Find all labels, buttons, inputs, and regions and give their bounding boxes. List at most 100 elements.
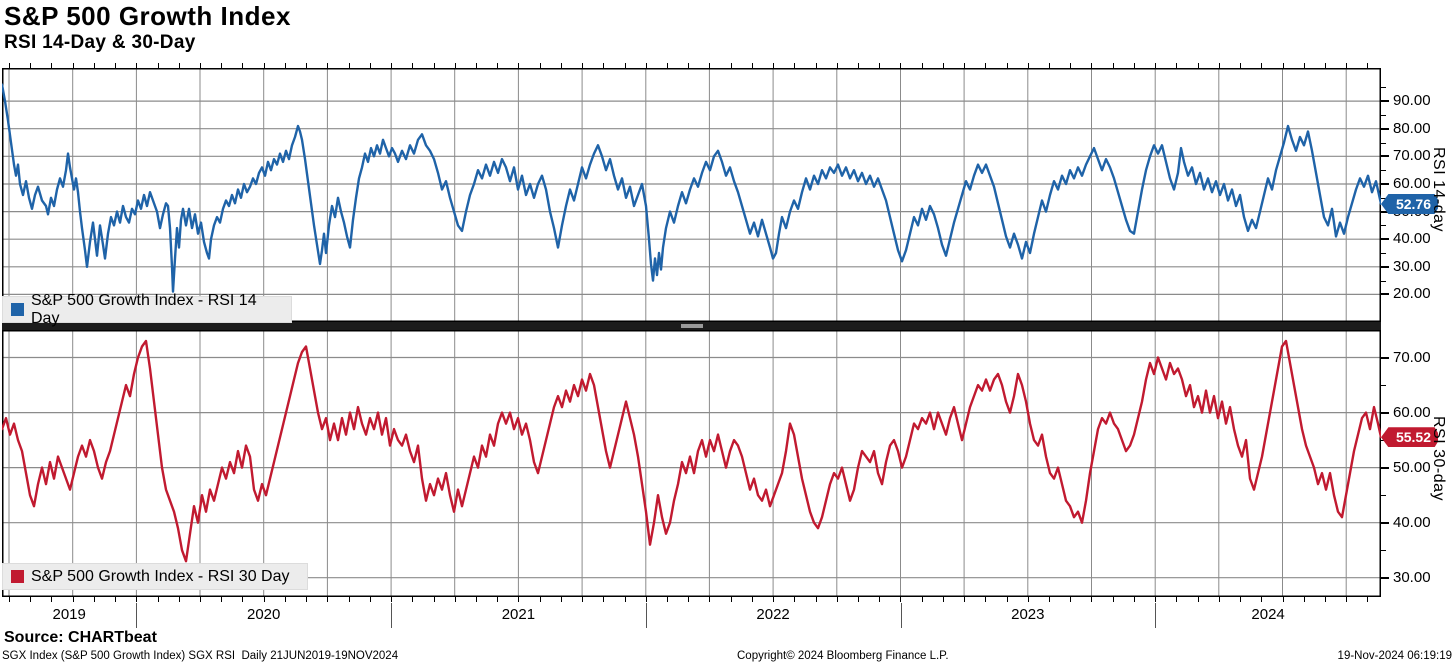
month-tick	[645, 597, 647, 602]
month-tick	[900, 63, 902, 68]
month-tick	[200, 597, 202, 602]
month-tick	[157, 597, 159, 602]
month-tick	[391, 597, 393, 602]
y-axis-title-rsi14: RSI 14-day	[1430, 147, 1447, 233]
y-axis-major-tick	[1381, 210, 1389, 213]
month-tick	[836, 63, 838, 68]
month-tick	[858, 597, 859, 602]
copyright-notice: Copyright© 2024 Bloomberg Finance L.P.	[737, 650, 949, 662]
month-tick	[560, 597, 562, 602]
month-tick	[93, 597, 95, 602]
month-tick	[30, 597, 32, 602]
month-tick	[624, 597, 626, 602]
month-tick	[51, 597, 53, 602]
month-tick	[666, 597, 668, 602]
month-tick	[412, 597, 414, 602]
month-tick	[518, 597, 520, 602]
legend-label: S&P 500 Growth Index - RSI 30 Day	[31, 567, 290, 585]
month-tick	[348, 63, 350, 68]
year-label: 2021	[501, 606, 536, 623]
year-label: 2022	[756, 606, 790, 623]
month-tick	[539, 63, 541, 68]
y-axis-minor-tick	[1381, 495, 1386, 497]
year-separator	[645, 603, 647, 628]
month-tick	[942, 63, 944, 68]
month-tick	[1133, 63, 1135, 68]
month-tick	[1346, 63, 1348, 68]
month-tick	[688, 63, 690, 68]
y-axis-minor-tick	[1381, 170, 1386, 172]
month-tick	[1346, 597, 1348, 602]
month-tick	[730, 597, 732, 602]
month-tick	[9, 63, 10, 68]
month-tick	[1176, 63, 1178, 68]
month-tick	[284, 597, 286, 602]
month-tick	[284, 63, 286, 68]
year-separator	[136, 603, 138, 628]
month-tick	[1367, 597, 1369, 602]
month-tick	[1027, 63, 1029, 68]
source-label: Source: CHARTbeat	[4, 629, 157, 646]
month-tick	[369, 597, 371, 602]
month-tick	[93, 63, 95, 68]
legend-rsi-30-day[interactable]: S&P 500 Growth Index - RSI 30 Day	[2, 563, 308, 590]
month-tick	[1240, 63, 1242, 68]
y-axis-major-tick	[1381, 182, 1389, 185]
month-tick	[539, 597, 541, 602]
month-tick	[136, 597, 138, 602]
y-axis-title-rsi30: RSI 30-day	[1430, 415, 1447, 501]
y-axis-tick-label: 20.00	[1393, 285, 1431, 303]
y-axis-tick-label: 60.00	[1393, 174, 1431, 192]
month-tick	[178, 597, 180, 602]
y-axis-minor-tick	[1381, 114, 1386, 116]
month-tick	[1282, 63, 1284, 68]
month-tick	[497, 597, 499, 602]
month-tick	[751, 597, 753, 602]
month-tick	[9, 597, 10, 602]
month-tick	[72, 63, 74, 68]
month-tick	[1324, 597, 1326, 602]
month-tick	[815, 63, 817, 68]
month-tick	[221, 597, 223, 602]
month-tick	[730, 63, 732, 68]
month-tick	[1091, 63, 1093, 68]
x-axis-year-band: 2019 2020 2021 2022 2023 2024	[2, 603, 1381, 628]
y-axis-tick-label: 70.00	[1393, 348, 1431, 366]
y-axis-tick-label: 70.00	[1393, 147, 1431, 165]
month-tick	[1176, 597, 1178, 602]
month-tick	[1112, 63, 1114, 68]
RSI 14-day-plot	[2, 68, 1381, 322]
month-tick	[497, 63, 499, 68]
panel-divider	[2, 322, 1381, 330]
month-tick	[1112, 597, 1114, 602]
timestamp: 19-Nov-2024 06:19:19	[1337, 650, 1452, 662]
month-tick	[200, 63, 202, 68]
y-axis-major-tick	[1381, 466, 1389, 469]
RSI 30-day-line	[2, 339, 1381, 563]
y-axis-tick-label: 90.00	[1393, 92, 1431, 110]
y-axis-minor-tick	[1381, 87, 1386, 89]
month-tick	[1324, 63, 1326, 68]
month-tick	[1303, 597, 1305, 602]
month-tick	[794, 597, 796, 602]
y-axis-minor-tick	[1381, 142, 1386, 144]
year-separator	[900, 603, 902, 628]
month-tick	[921, 63, 923, 68]
month-tick	[1049, 63, 1051, 68]
month-tick	[1261, 597, 1263, 602]
legend-rsi-14-day[interactable]: S&P 500 Growth Index - RSI 14 Day	[2, 292, 292, 327]
page-subtitle: RSI 14-Day & 30-Day	[4, 32, 196, 53]
y-axis-tick-label: 50.00	[1393, 458, 1431, 476]
last-value-badge-rsi30: 55.52	[1381, 427, 1438, 448]
y-axis-major-tick	[1381, 155, 1389, 158]
y-axis-major-tick	[1381, 100, 1389, 103]
month-tick	[1155, 63, 1157, 68]
month-tick	[433, 597, 435, 602]
month-tick	[942, 597, 944, 602]
y-axis-major-tick	[1381, 356, 1389, 359]
month-tick	[688, 597, 690, 602]
panel-divider-drag-handle[interactable]	[680, 324, 703, 328]
y-axis-minor-tick	[1381, 252, 1386, 254]
year-label: 2019	[52, 606, 86, 623]
